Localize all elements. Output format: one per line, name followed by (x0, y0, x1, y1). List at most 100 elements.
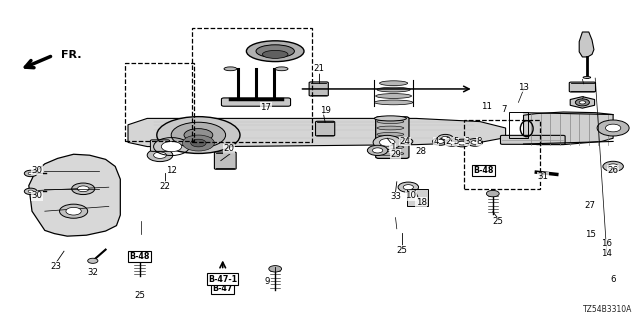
Text: 30: 30 (31, 166, 43, 175)
Text: B-48: B-48 (473, 166, 493, 175)
Circle shape (458, 141, 466, 145)
Text: 14: 14 (601, 249, 612, 258)
Text: 3: 3 (465, 137, 470, 146)
Circle shape (603, 161, 623, 172)
Circle shape (448, 140, 456, 144)
Text: 23: 23 (51, 262, 62, 271)
Bar (509, 112, 528, 138)
Text: 5: 5 (453, 137, 458, 146)
Text: 16: 16 (601, 239, 612, 248)
Ellipse shape (172, 122, 226, 148)
Circle shape (77, 186, 89, 192)
FancyBboxPatch shape (214, 152, 236, 169)
Ellipse shape (377, 145, 404, 149)
Circle shape (400, 138, 413, 145)
Circle shape (608, 164, 618, 169)
Circle shape (28, 190, 33, 193)
Circle shape (24, 188, 37, 195)
Ellipse shape (377, 126, 404, 130)
Ellipse shape (377, 87, 410, 92)
Circle shape (380, 139, 395, 146)
Circle shape (147, 149, 173, 162)
FancyBboxPatch shape (500, 135, 565, 144)
Text: B-47: B-47 (212, 284, 233, 293)
Circle shape (579, 101, 586, 104)
Ellipse shape (583, 76, 591, 78)
Ellipse shape (262, 51, 288, 59)
Text: 8: 8 (476, 137, 481, 146)
Ellipse shape (256, 45, 294, 58)
Circle shape (24, 170, 37, 177)
Text: 28: 28 (415, 147, 427, 156)
Circle shape (467, 139, 483, 146)
Text: 31: 31 (537, 172, 548, 181)
Circle shape (454, 139, 470, 147)
Text: 25: 25 (134, 292, 145, 300)
Text: 19: 19 (320, 106, 330, 115)
Circle shape (442, 136, 449, 140)
Ellipse shape (377, 139, 404, 143)
Ellipse shape (377, 120, 404, 124)
Circle shape (433, 138, 448, 145)
Circle shape (60, 204, 88, 218)
Text: 30: 30 (31, 191, 43, 200)
Text: 18: 18 (415, 198, 427, 207)
Text: 32: 32 (87, 268, 99, 277)
Text: 15: 15 (584, 230, 596, 239)
Polygon shape (579, 32, 594, 57)
Text: 21: 21 (313, 64, 324, 73)
Text: 29: 29 (390, 150, 401, 159)
Circle shape (403, 185, 413, 190)
Circle shape (436, 140, 444, 143)
Circle shape (367, 145, 388, 156)
Circle shape (605, 124, 621, 132)
Text: B-48: B-48 (129, 252, 150, 261)
Text: B-47-1: B-47-1 (208, 275, 237, 284)
Ellipse shape (184, 129, 212, 141)
Circle shape (372, 148, 383, 153)
Ellipse shape (376, 94, 412, 99)
Circle shape (182, 135, 214, 151)
Ellipse shape (380, 81, 408, 86)
Circle shape (438, 134, 453, 142)
FancyBboxPatch shape (407, 189, 428, 206)
Text: 4: 4 (433, 137, 438, 146)
Text: TZ54B3310A: TZ54B3310A (583, 305, 632, 314)
Circle shape (66, 207, 81, 215)
Circle shape (575, 99, 589, 106)
Ellipse shape (377, 132, 404, 136)
Circle shape (133, 253, 146, 260)
Polygon shape (29, 154, 120, 236)
Text: FR.: FR. (61, 50, 81, 60)
Circle shape (191, 139, 206, 147)
Ellipse shape (246, 41, 304, 61)
Ellipse shape (224, 67, 237, 71)
Text: 26: 26 (607, 166, 619, 175)
Text: 12: 12 (166, 166, 177, 175)
FancyBboxPatch shape (376, 117, 409, 158)
Bar (192, 28, 312, 142)
FancyBboxPatch shape (309, 82, 328, 96)
Bar (125, 63, 194, 141)
Text: 22: 22 (159, 182, 171, 191)
Text: 11: 11 (481, 102, 492, 111)
Text: 20: 20 (223, 144, 235, 153)
Circle shape (72, 183, 95, 195)
Circle shape (486, 190, 499, 197)
Polygon shape (128, 118, 506, 147)
Text: 25: 25 (492, 217, 504, 226)
Circle shape (597, 120, 629, 136)
Circle shape (28, 172, 33, 175)
Text: 24: 24 (399, 137, 411, 146)
Text: 2: 2 (445, 137, 451, 146)
Ellipse shape (374, 100, 413, 105)
Circle shape (398, 182, 419, 192)
Circle shape (161, 141, 182, 152)
Text: 33: 33 (390, 192, 401, 201)
FancyBboxPatch shape (570, 82, 596, 92)
Circle shape (471, 140, 479, 144)
Ellipse shape (374, 116, 406, 121)
Text: 1: 1 (390, 143, 395, 152)
Text: 6: 6 (611, 275, 616, 284)
Circle shape (269, 266, 282, 272)
